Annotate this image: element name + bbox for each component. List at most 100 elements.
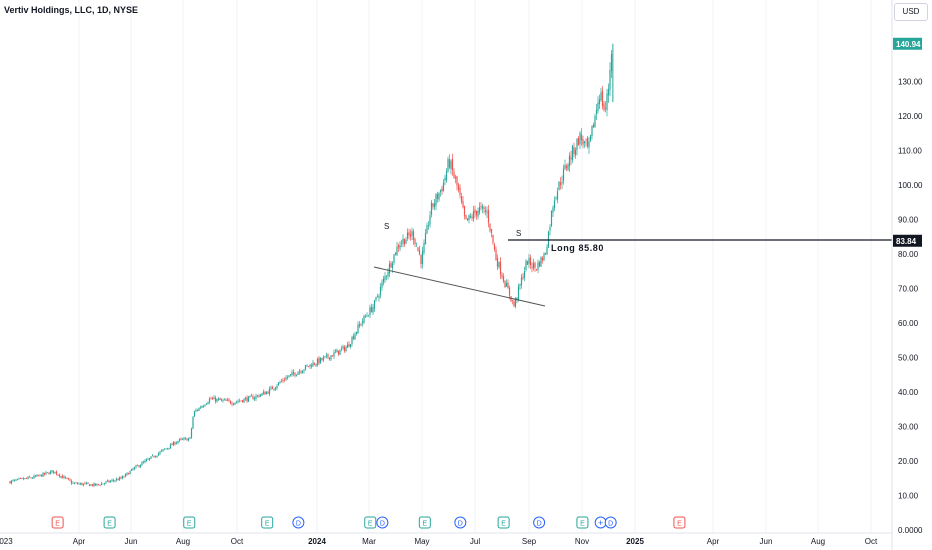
- candle-body: [293, 372, 294, 374]
- candle-body: [15, 480, 16, 481]
- position-line[interactable]: Long 85.80: [508, 240, 892, 253]
- candle-body: [447, 159, 448, 171]
- candle-body: [206, 404, 207, 405]
- candle-body: [534, 263, 535, 268]
- candle-body: [35, 476, 36, 477]
- candle-body: [570, 157, 571, 159]
- candle-body: [357, 325, 358, 333]
- candle-body: [374, 300, 375, 308]
- candle-body: [242, 400, 243, 402]
- candle-body: [498, 262, 499, 267]
- candle-body: [377, 296, 378, 297]
- candle-body: [347, 345, 348, 348]
- candle-body: [471, 217, 472, 218]
- candle-body: [549, 227, 550, 230]
- candle-body: [74, 483, 75, 484]
- trendline[interactable]: [374, 267, 545, 306]
- candle-body: [227, 400, 228, 401]
- candle-body: [299, 371, 300, 372]
- candle-body: [243, 399, 244, 403]
- candle-body: [33, 476, 34, 478]
- candle-body: [101, 483, 102, 485]
- candle-body: [287, 377, 288, 378]
- time-axis[interactable]: 023 Apr Jun Aug Oct 2024 Mar May Jul Sep Nov 2025 Ap…: [0, 537, 878, 546]
- candle-body: [380, 287, 381, 295]
- candle-body: [432, 203, 433, 206]
- candle-body: [87, 482, 88, 483]
- price-tick-label: 100.00: [898, 181, 923, 190]
- candle-body: [605, 108, 606, 109]
- candle-body: [36, 475, 37, 476]
- candle-body: [153, 456, 154, 457]
- candle-body: [324, 356, 325, 357]
- candle-body: [458, 185, 459, 190]
- candle-body: [575, 150, 576, 155]
- candle-body: [233, 404, 234, 405]
- candle-body: [551, 211, 552, 226]
- candle-body: [519, 284, 520, 286]
- candle-body: [554, 200, 555, 208]
- candle-body: [38, 475, 39, 476]
- dividend-event-letter: D: [458, 521, 463, 528]
- currency-button[interactable]: USD: [894, 3, 928, 21]
- candle-body: [66, 478, 67, 479]
- candle-body: [138, 465, 139, 466]
- candle-body: [405, 240, 406, 244]
- candle-body: [198, 408, 199, 411]
- candle-body: [137, 465, 138, 466]
- candle-body: [207, 402, 208, 404]
- candle-body: [104, 483, 105, 484]
- candle-body: [245, 398, 246, 399]
- candle-body: [65, 477, 66, 478]
- candle-body: [474, 209, 475, 213]
- markers: S S: [384, 222, 521, 238]
- price-axis[interactable]: 140.94 130.00 120.00 110.00 100.00 90.00 83.84…: [893, 38, 923, 535]
- candle-body: [231, 403, 232, 404]
- candle-body: [494, 245, 495, 250]
- candle-body: [57, 475, 58, 476]
- candle-body: [582, 139, 583, 145]
- candle-body: [435, 194, 436, 205]
- candle-body: [12, 480, 13, 481]
- candle-body: [546, 247, 547, 254]
- candle-body: [525, 261, 526, 270]
- candle-body: [128, 473, 129, 474]
- candle-body: [441, 188, 442, 191]
- candle-body: [59, 475, 60, 477]
- candle-body: [150, 456, 151, 458]
- candle-body: [384, 276, 385, 280]
- candle-body: [134, 467, 135, 469]
- candle-body: [372, 307, 373, 312]
- candle-body: [152, 456, 153, 457]
- candle-body: [270, 387, 271, 388]
- candle-body: [297, 372, 298, 375]
- candle-body: [132, 469, 133, 470]
- candle-body: [459, 188, 460, 195]
- candle-body: [413, 231, 414, 240]
- candle-body: [111, 480, 112, 481]
- candle-body: [603, 104, 604, 111]
- candle-body: [327, 354, 328, 357]
- candle-body: [158, 453, 159, 455]
- candle-body: [573, 147, 574, 154]
- candle-body: [318, 358, 319, 363]
- candle-body: [120, 478, 121, 479]
- candle-body: [117, 479, 118, 480]
- candle-body: [236, 402, 237, 403]
- candle-body: [11, 481, 12, 484]
- candle-body: [224, 400, 225, 401]
- candle-body: [147, 459, 148, 460]
- candle-body: [216, 399, 217, 402]
- candle-body: [467, 218, 468, 220]
- candle-body: [56, 471, 57, 474]
- candle-body: [75, 482, 76, 483]
- candle-body: [444, 178, 445, 181]
- candle-body: [416, 246, 417, 247]
- candle-body: [417, 247, 418, 250]
- candle-body: [335, 352, 336, 353]
- price-tick-label: 0.0000: [898, 526, 923, 535]
- candle-body: [600, 92, 601, 100]
- candle-body: [443, 183, 444, 192]
- candle-body: [395, 253, 396, 255]
